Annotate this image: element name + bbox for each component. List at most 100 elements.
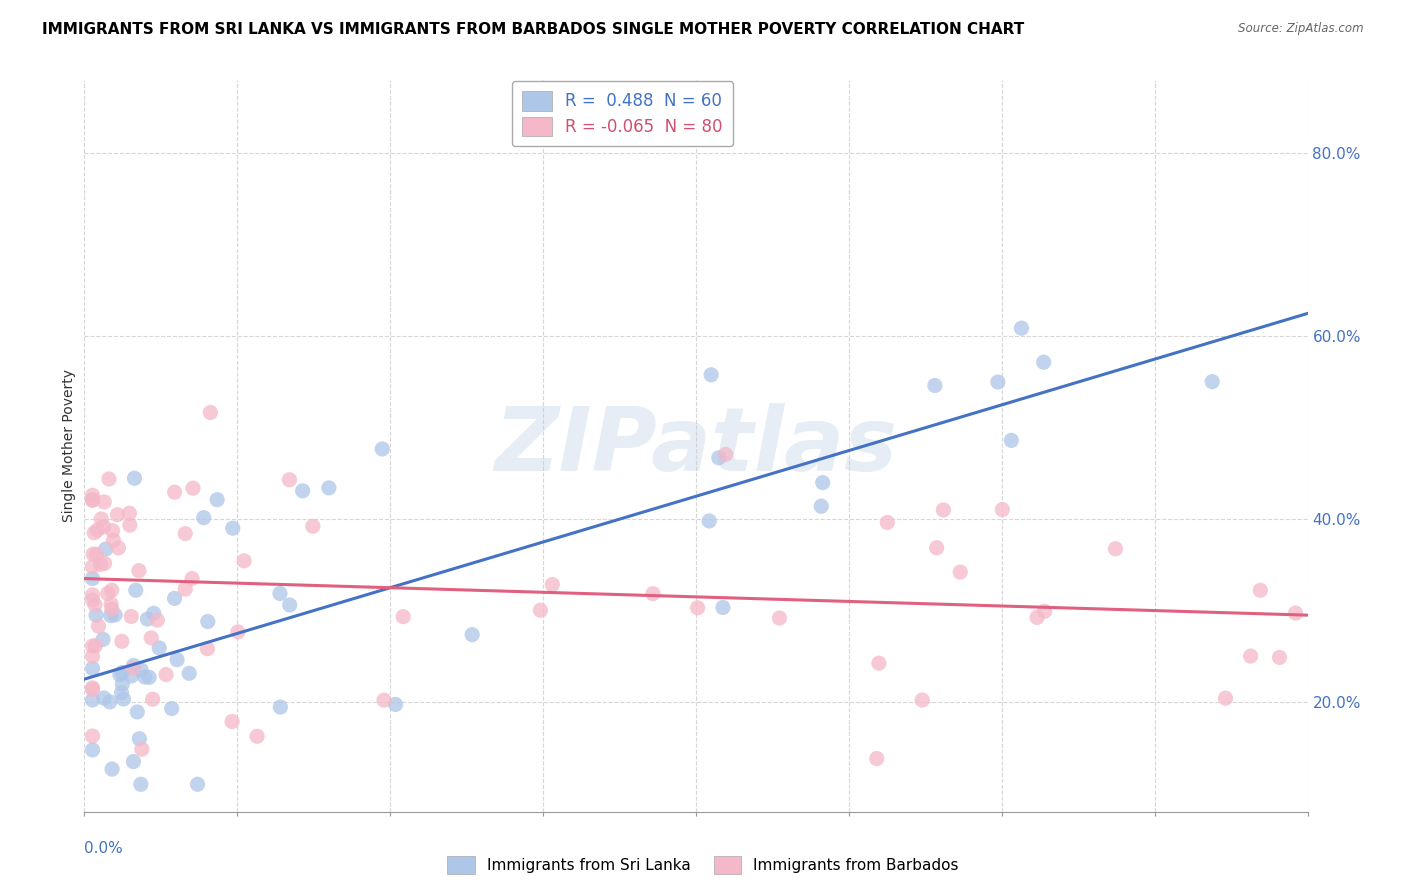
Point [987, 375, 1010, 389]
Point [97, 586, 120, 600]
Point [90, 512, 112, 526]
Point [84, 608, 107, 623]
Point [101, 524, 124, 538]
Point [641, 587, 664, 601]
Point [136, 612, 159, 626]
Point [179, 666, 201, 681]
Point [107, 508, 129, 522]
Point [166, 653, 188, 667]
Point [86, 547, 108, 561]
Point [118, 518, 141, 533]
Point [90, 558, 112, 572]
Point [128, 564, 150, 578]
Point [226, 624, 249, 639]
Point [1104, 541, 1126, 556]
Point [82, 661, 104, 675]
Point [120, 609, 142, 624]
Point [111, 665, 134, 680]
Point [291, 483, 314, 498]
Point [93, 691, 115, 706]
Point [195, 641, 218, 656]
Point [932, 503, 955, 517]
Point [148, 640, 170, 655]
Point [205, 492, 228, 507]
Point [1011, 321, 1033, 335]
Point [94, 542, 117, 557]
Point [82, 559, 104, 574]
Point [98, 695, 121, 709]
Point [278, 473, 301, 487]
Point [866, 751, 889, 765]
Point [93, 495, 115, 509]
Point [134, 670, 156, 684]
Point [529, 603, 551, 617]
Point [1201, 375, 1223, 389]
Point [103, 533, 125, 548]
Point [278, 598, 301, 612]
Point [197, 615, 219, 629]
Point [131, 742, 153, 756]
Point [86, 523, 108, 537]
Point [181, 572, 204, 586]
Point [82, 588, 104, 602]
Point [174, 526, 197, 541]
Point [98, 472, 121, 486]
Point [122, 658, 145, 673]
Point [101, 583, 124, 598]
Point [91, 632, 114, 647]
Point [371, 442, 394, 456]
Point [129, 663, 152, 677]
Point [541, 577, 564, 591]
Point [129, 777, 152, 791]
Point [82, 682, 104, 697]
Point [104, 607, 127, 622]
Point [100, 602, 122, 616]
Point [93, 520, 115, 534]
Point [111, 677, 134, 691]
Point [1000, 434, 1022, 448]
Point [84, 598, 107, 612]
Point [100, 597, 122, 611]
Point [1026, 610, 1049, 624]
Point [686, 600, 709, 615]
Point [141, 631, 163, 645]
Point [181, 481, 204, 495]
Point [101, 762, 124, 776]
Point [233, 554, 256, 568]
Point [124, 471, 146, 485]
Point [146, 613, 169, 627]
Point [83, 525, 105, 540]
Point [911, 693, 934, 707]
Point [122, 661, 145, 675]
Point [82, 493, 104, 508]
Point [84, 639, 107, 653]
Point [811, 475, 834, 490]
Point [461, 627, 484, 641]
Point [373, 693, 395, 707]
Point [82, 593, 104, 607]
Point [246, 729, 269, 743]
Point [810, 500, 832, 514]
Point [269, 586, 291, 600]
Point [193, 510, 215, 524]
Point [1249, 583, 1271, 598]
Point [221, 714, 243, 729]
Point [318, 481, 340, 495]
Point [82, 743, 104, 757]
Point [711, 600, 734, 615]
Point [384, 698, 406, 712]
Point [1239, 649, 1261, 664]
Point [301, 519, 323, 533]
Text: ZIPatlas: ZIPatlas [495, 402, 897, 490]
Legend: Immigrants from Sri Lanka, Immigrants from Barbados: Immigrants from Sri Lanka, Immigrants fr… [441, 850, 965, 880]
Point [222, 521, 245, 535]
Point [924, 378, 946, 392]
Point [128, 731, 150, 746]
Point [82, 681, 104, 695]
Point [1032, 355, 1054, 369]
Point [82, 729, 104, 743]
Point [82, 649, 104, 664]
Point [110, 686, 132, 700]
Point [125, 583, 148, 598]
Point [200, 405, 222, 419]
